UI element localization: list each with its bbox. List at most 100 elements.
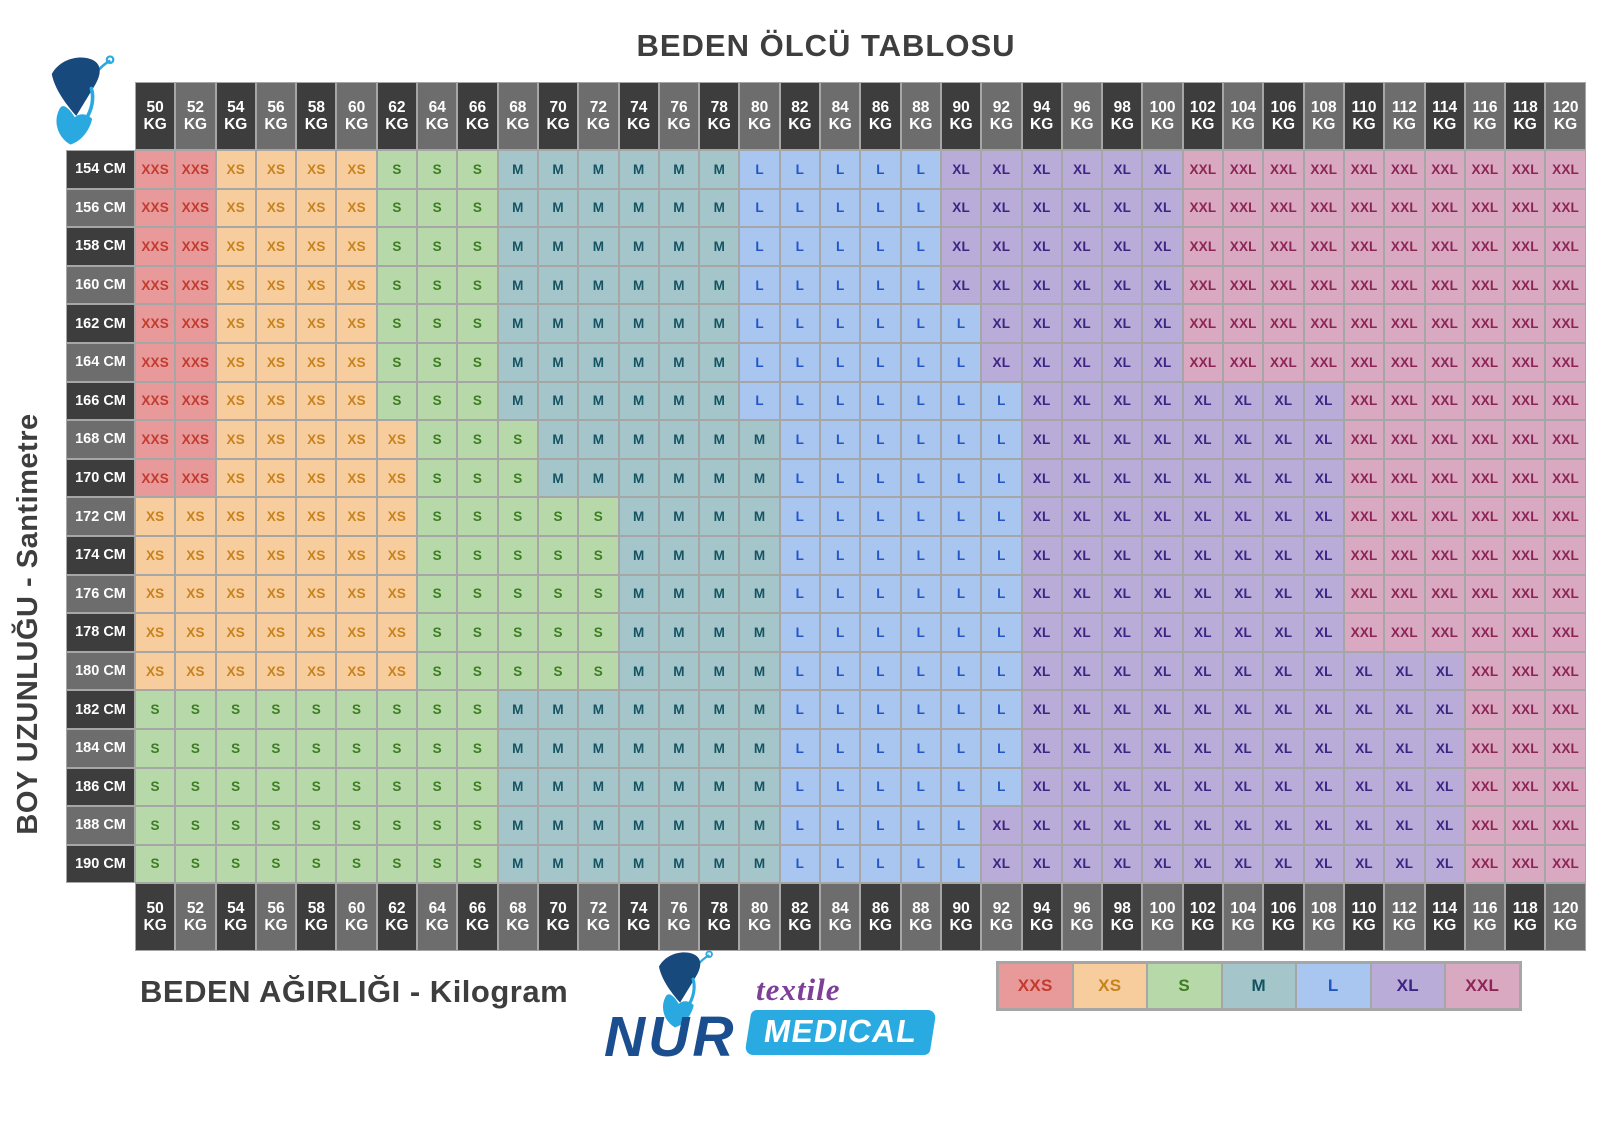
size-cell: L	[779, 613, 821, 652]
size-cell: XL	[1021, 690, 1062, 729]
size-cell: L	[981, 420, 1022, 459]
size-cell: XXL	[1545, 690, 1586, 729]
size-cell: M	[618, 458, 659, 498]
size-cell: M	[497, 728, 538, 768]
weight-header-cell: 102 KG	[1182, 82, 1224, 150]
size-cell: XL	[1223, 767, 1264, 807]
size-cell: XXS	[175, 381, 216, 421]
size-cell: M	[537, 420, 579, 459]
size-cell: L	[900, 304, 941, 343]
size-cell: L	[981, 574, 1022, 614]
size-cell: XXL	[1424, 342, 1465, 382]
size-cell: XXL	[1545, 535, 1586, 575]
size-cell: XL	[1263, 651, 1304, 691]
size-cell: XL	[1061, 767, 1103, 807]
size-cell: XL	[1142, 767, 1183, 807]
size-cell: XXL	[1303, 304, 1344, 343]
size-cell: L	[820, 458, 861, 498]
size-cell: M	[699, 574, 740, 614]
size-cell: L	[940, 342, 982, 382]
size-cell: XS	[175, 574, 216, 614]
size-cell: XXL	[1303, 265, 1344, 305]
size-cell: XXL	[1263, 304, 1304, 343]
size-cell: XXL	[1505, 381, 1546, 421]
size-cell: XS	[215, 342, 256, 382]
size-cell: L	[820, 188, 861, 228]
size-cell: XXL	[1464, 150, 1506, 189]
size-cell: XL	[1182, 458, 1224, 498]
size-cell: S	[457, 767, 498, 807]
brand-tagline-medical: MEDICAL	[744, 1010, 937, 1055]
height-header-cell: 178 CM	[66, 613, 135, 652]
size-cell: XXL	[1464, 304, 1506, 343]
size-cell: L	[779, 381, 821, 421]
size-cell: XL	[1303, 690, 1344, 729]
size-cell: L	[860, 304, 901, 343]
weight-header-cell: 72 KG	[578, 883, 619, 952]
size-cell: S	[376, 690, 418, 729]
size-cell: L	[860, 844, 901, 884]
size-cell: L	[940, 381, 982, 421]
size-cell: L	[860, 227, 901, 266]
size-cell: M	[699, 304, 740, 343]
corner-spacer	[66, 883, 135, 951]
size-cell: XXL	[1182, 265, 1224, 305]
size-cell: XXL	[1343, 342, 1385, 382]
size-cell: S	[215, 690, 256, 729]
size-cell: L	[940, 651, 982, 691]
size-cell: XXL	[1343, 227, 1385, 266]
size-cell: XL	[1061, 381, 1103, 421]
size-cell: XXL	[1384, 381, 1425, 421]
size-cell: M	[497, 304, 538, 343]
size-cell: M	[658, 574, 700, 614]
weight-header-cell: 118 KG	[1505, 82, 1546, 150]
size-cell: XXL	[1505, 497, 1546, 536]
size-cell: L	[900, 767, 941, 807]
size-cell: XL	[940, 265, 982, 305]
size-cell: L	[779, 690, 821, 729]
size-cell: XL	[1384, 767, 1425, 807]
size-cell: S	[376, 342, 418, 382]
size-cell: XL	[1142, 690, 1183, 729]
size-cell: XL	[1102, 381, 1143, 421]
size-cell: XXL	[1545, 150, 1586, 189]
size-cell: S	[457, 651, 498, 691]
size-cell: XL	[1182, 651, 1224, 691]
size-cell: XL	[1102, 574, 1143, 614]
size-cell: XL	[1021, 150, 1062, 189]
size-cell: XXL	[1464, 227, 1506, 266]
weight-header-cell: 120 KG	[1545, 82, 1586, 150]
size-cell: M	[658, 806, 700, 845]
size-cell: L	[779, 767, 821, 807]
size-cell: M	[497, 342, 538, 382]
size-cell: XXL	[1505, 458, 1546, 498]
size-cell: XXS	[135, 188, 176, 228]
size-cell: XL	[1223, 420, 1264, 459]
size-cell: XXL	[1464, 690, 1506, 729]
size-cell: XXS	[175, 188, 216, 228]
size-cell: XXL	[1424, 265, 1465, 305]
size-cell: XXL	[1263, 188, 1304, 228]
size-cell: XL	[1021, 420, 1062, 459]
size-cell: XL	[1102, 690, 1143, 729]
size-cell: M	[699, 458, 740, 498]
size-cell: M	[699, 613, 740, 652]
size-cell: XL	[1142, 535, 1183, 575]
size-cell: XXL	[1505, 844, 1546, 884]
weight-header-cell: 82 KG	[779, 883, 821, 952]
size-cell: XL	[1061, 497, 1103, 536]
size-cell: XS	[296, 535, 337, 575]
size-cell: XS	[255, 342, 297, 382]
weight-header-cell: 88 KG	[900, 883, 941, 952]
size-cell: M	[658, 265, 700, 305]
weight-header-cell: 98 KG	[1102, 883, 1143, 952]
size-cell: XS	[296, 497, 337, 536]
size-cell: L	[900, 574, 941, 614]
size-cell: M	[658, 150, 700, 189]
size-cell: XXS	[135, 420, 176, 459]
size-cell: M	[537, 150, 579, 189]
height-header-cell: 168 CM	[66, 420, 135, 459]
size-cell: M	[618, 574, 659, 614]
size-cell: XS	[296, 304, 337, 343]
size-cell: XXS	[175, 227, 216, 266]
